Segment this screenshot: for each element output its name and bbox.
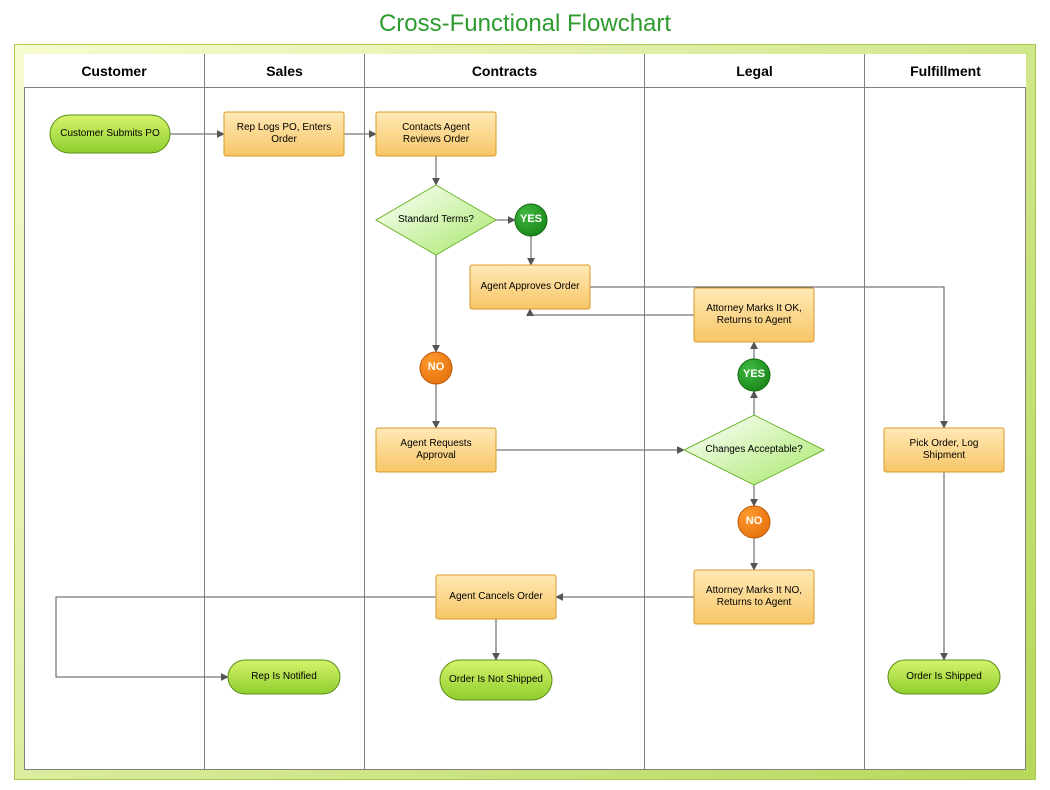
node-attno	[694, 570, 814, 624]
lane-header-contracts: Contracts	[364, 54, 644, 88]
node-requests	[376, 428, 496, 472]
node-approves	[470, 265, 590, 309]
lane-divider	[864, 88, 865, 770]
lane-divider	[364, 88, 365, 770]
lane-divider	[204, 88, 205, 770]
edge-attok-approves	[530, 309, 694, 315]
node-changes	[684, 415, 824, 485]
node-cancels	[436, 575, 556, 619]
node-pick	[884, 428, 1004, 472]
node-no2	[738, 506, 770, 538]
flowchart-svg	[0, 0, 1050, 790]
node-repnotified	[228, 660, 340, 694]
lane-header-legal: Legal	[644, 54, 864, 88]
node-no1	[420, 352, 452, 384]
node-notshipped	[440, 660, 552, 700]
node-attok	[694, 288, 814, 342]
node-stdterms	[376, 185, 496, 255]
node-start	[50, 115, 170, 153]
node-yes2	[738, 359, 770, 391]
lane-divider	[644, 88, 645, 770]
node-reviews	[376, 112, 496, 156]
lane-header-sales: Sales	[204, 54, 364, 88]
node-replogs	[224, 112, 344, 156]
flowchart-stage: Cross-Functional Flowchart CustomerSales…	[0, 0, 1050, 790]
node-yes1	[515, 204, 547, 236]
lane-header-fulfillment: Fulfillment	[864, 54, 1026, 88]
lane-header-customer: Customer	[24, 54, 204, 88]
node-shipped	[888, 660, 1000, 694]
